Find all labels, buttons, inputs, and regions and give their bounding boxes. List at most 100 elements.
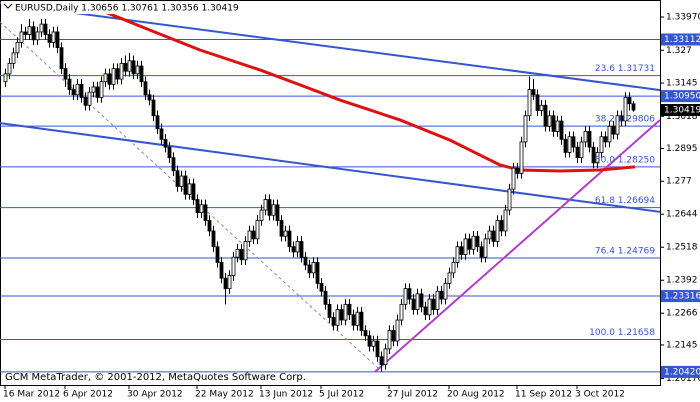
candle-body <box>119 62 124 80</box>
candle-body <box>339 309 344 321</box>
level-label: 76.4 1.24769 <box>595 247 655 257</box>
candle-body <box>139 65 144 83</box>
candle-body <box>151 99 156 117</box>
candle-body <box>179 175 184 187</box>
y-tick-label: 1.327 <box>666 46 692 56</box>
candle-body <box>555 120 560 132</box>
candle-body <box>387 330 392 350</box>
x-tick-label: 30 Apr 2012 <box>127 390 183 400</box>
candle-body <box>31 26 36 41</box>
candle-body <box>503 209 508 232</box>
candle-body <box>235 248 240 258</box>
candle-body <box>463 238 468 255</box>
candle-body <box>79 83 84 98</box>
chart-title: EURUSD,Daily 1.30656 1.30761 1.30356 1.3… <box>15 4 239 14</box>
candle-body <box>419 293 424 308</box>
candle-body <box>423 306 428 316</box>
x-tick-label: 3 Oct 2012 <box>575 390 625 400</box>
candle-body <box>199 204 204 214</box>
candle-body <box>275 204 280 221</box>
y-tick-label: 1.33970 <box>666 13 700 23</box>
trend-line <box>374 119 661 373</box>
candle-body <box>435 290 440 310</box>
candle-body <box>519 141 524 174</box>
price-box <box>661 90 700 103</box>
candle-body <box>447 272 452 284</box>
candle-body <box>211 230 216 248</box>
price-box <box>661 290 700 303</box>
candle-body <box>603 136 608 143</box>
candle-body <box>215 246 220 263</box>
candle-body <box>283 230 288 237</box>
candle-body <box>599 136 604 153</box>
price-box-label: 1.20420 <box>664 367 700 377</box>
candle-body <box>115 68 120 80</box>
y-tick-label: 1.2266 <box>666 309 698 319</box>
y-tick-label: 1.3018 <box>666 112 698 122</box>
candle-body <box>527 89 532 117</box>
candle-body <box>71 89 76 96</box>
y-tick-label: 1.2644 <box>666 210 698 220</box>
candle-body <box>483 238 488 258</box>
candle-body <box>335 309 340 326</box>
candle-body <box>51 31 56 43</box>
candle-body <box>99 81 104 98</box>
current-price-box <box>661 104 700 117</box>
footer: GCM MetaTrader, © 2001-2012, MetaQuotes … <box>5 372 306 383</box>
x-tick-label: 5 Jul 2012 <box>319 390 364 400</box>
y-tick-label: 1.2518 <box>666 243 698 253</box>
candle-body <box>359 311 364 331</box>
level-label: 100.0 1.21658 <box>589 328 655 338</box>
candle-body <box>239 248 244 261</box>
candle-body <box>559 120 564 140</box>
candle-body <box>363 330 368 337</box>
candle-body <box>459 246 464 255</box>
y-tick-label: 1.277 <box>666 177 692 187</box>
candle-body <box>263 199 268 211</box>
price-box-label: 1.23316 <box>664 292 700 302</box>
candle-body <box>223 277 228 290</box>
candle-body <box>91 86 96 93</box>
candle-body <box>403 288 408 305</box>
candle-body <box>607 125 612 143</box>
candle-body <box>43 23 48 35</box>
candle-body <box>131 60 136 75</box>
candle-body <box>183 175 188 195</box>
candle-body <box>7 62 12 75</box>
candle-body <box>39 23 44 33</box>
candle-body <box>591 146 596 164</box>
candle-body <box>191 183 196 200</box>
candle-body <box>27 26 32 35</box>
candle-body <box>147 94 152 101</box>
candle-body <box>595 152 600 164</box>
dashed-line <box>0 21 381 371</box>
candle-body <box>255 220 260 240</box>
candle-body <box>307 264 312 274</box>
x-tick-label: 11 Sep 2012 <box>515 390 572 400</box>
candle-body <box>331 317 336 326</box>
candle-body <box>627 97 632 105</box>
candle-body <box>491 230 496 242</box>
candle-body <box>287 230 292 248</box>
candle-body <box>499 220 504 232</box>
candle-body <box>383 348 388 365</box>
candle-body <box>67 78 72 90</box>
candle-body <box>35 31 40 41</box>
candle-body <box>167 146 172 159</box>
candle-body <box>539 104 544 111</box>
candle-body <box>375 340 380 358</box>
candle-body <box>571 136 576 148</box>
candle-body <box>271 204 276 216</box>
candle-body <box>575 146 580 159</box>
candle-body <box>15 42 20 54</box>
candle-body <box>203 204 208 221</box>
candle-body <box>415 293 420 310</box>
candle-body <box>563 138 568 153</box>
x-tick-label: 13 Jun 2012 <box>259 390 313 400</box>
candle-body <box>367 335 372 347</box>
level-label: 50.0 1.28250 <box>595 155 655 165</box>
candle-body <box>631 103 636 111</box>
candle-body <box>111 68 116 85</box>
candle-body <box>207 220 212 232</box>
candle-body <box>399 303 404 321</box>
